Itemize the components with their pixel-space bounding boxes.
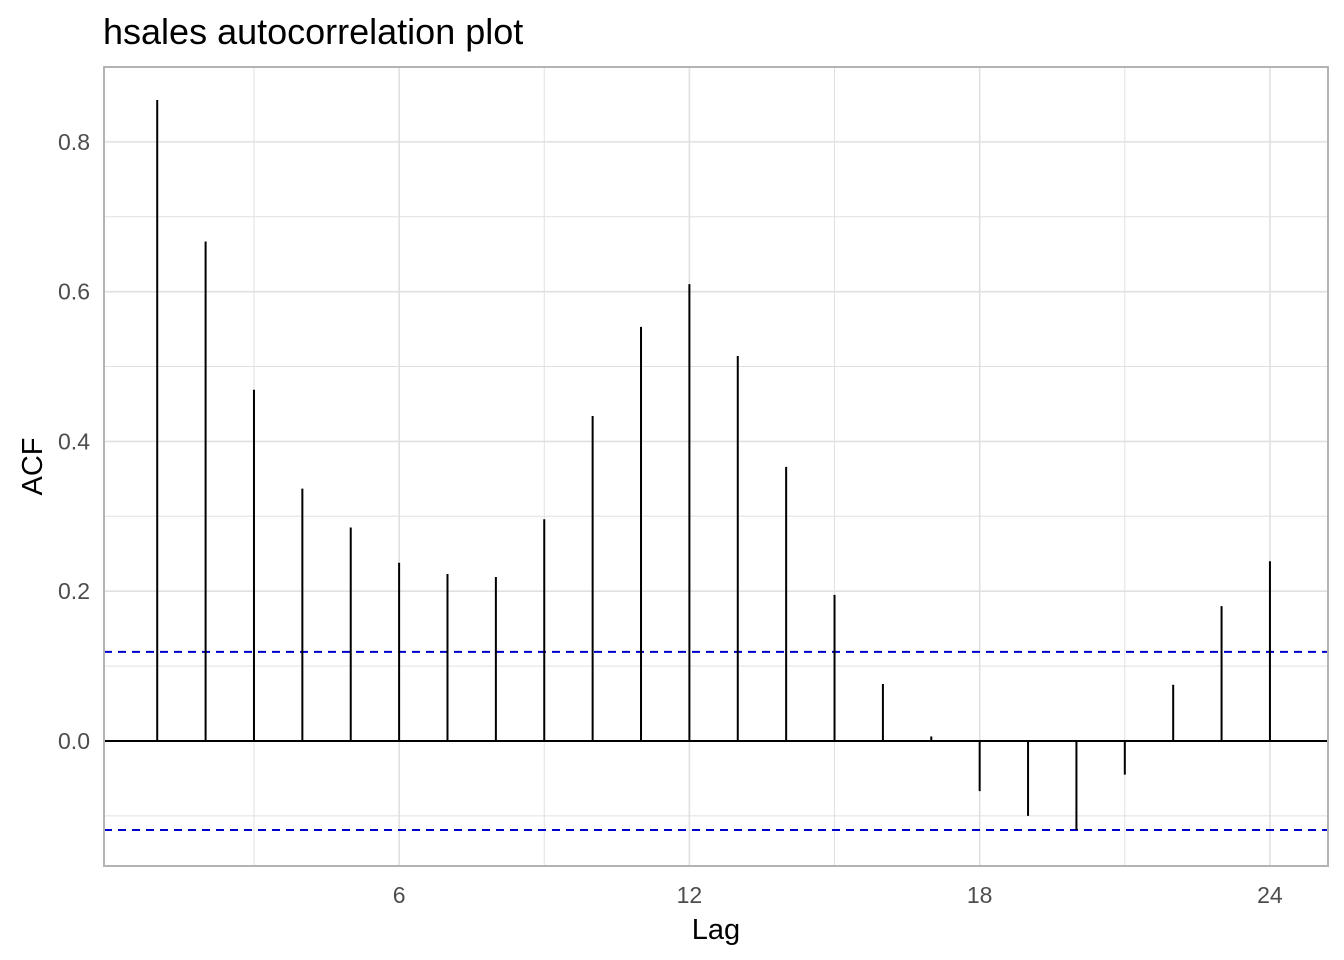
x-tick-label: 12 (677, 882, 703, 908)
tick-labels: 6 12 18 24 0.0 0.2 0.4 0.6 0.8 (58, 129, 1283, 908)
acf-marks (104, 99, 1328, 832)
y-tick-label: 0.0 (58, 728, 90, 754)
panel-border (103, 66, 1329, 867)
x-tick-label: 24 (1257, 882, 1283, 908)
x-axis-title: Lag (692, 914, 740, 946)
y-tick-label: 0.4 (58, 428, 90, 454)
x-tick-label: 6 (393, 882, 406, 908)
y-tick-label: 0.2 (58, 578, 90, 604)
y-tick-label: 0.6 (58, 279, 90, 305)
y-tick-label: 0.8 (58, 129, 90, 155)
x-tick-label: 18 (967, 882, 993, 908)
grid (104, 66, 1328, 866)
chart-title: hsales autocorrelation plot (103, 11, 523, 52)
y-axis-title: ACF (17, 438, 49, 496)
